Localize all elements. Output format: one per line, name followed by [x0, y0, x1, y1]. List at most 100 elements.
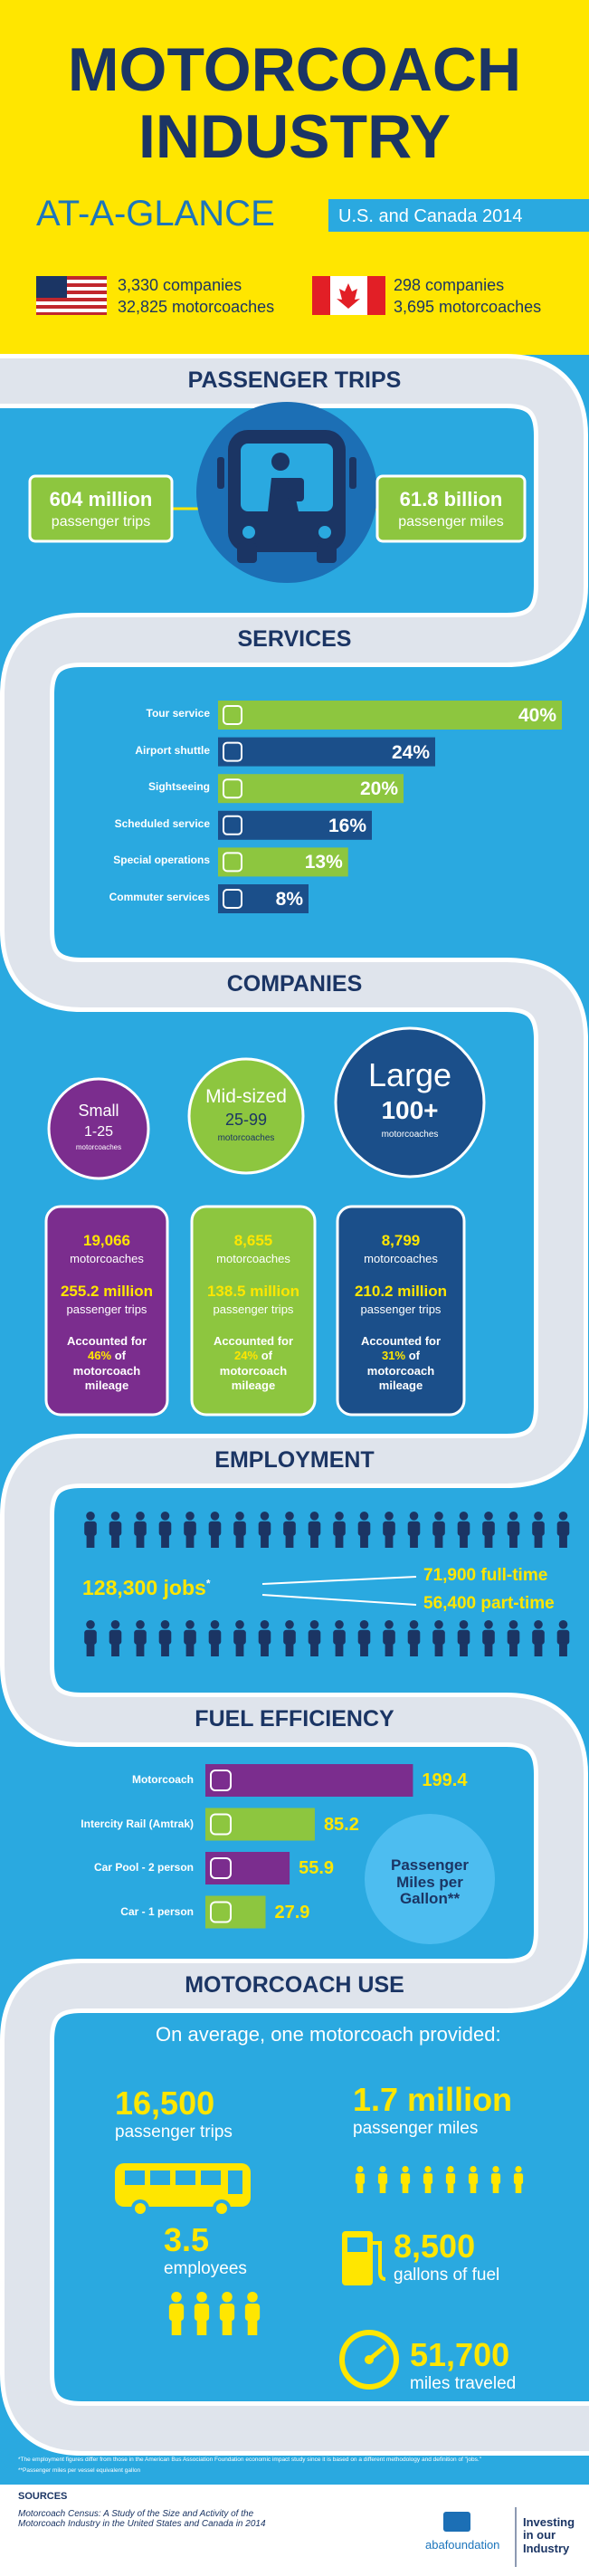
- value-label: 13%: [304, 852, 343, 873]
- bar-icon: [210, 1857, 232, 1879]
- section-heading: PASSENGER TRIPS: [187, 367, 402, 393]
- mileage-prefix: Accounted for: [360, 1334, 442, 1348]
- fuel-label: Motorcoach: [131, 1773, 194, 1786]
- person-body: [184, 1521, 196, 1536]
- person-head: [359, 1620, 369, 1629]
- footnote: *The employment figures differ from thos…: [18, 2457, 482, 2463]
- value-label: 20%: [359, 778, 398, 800]
- person-body: [134, 1521, 147, 1536]
- person-legs: [509, 1533, 518, 1548]
- person-body: [468, 2173, 479, 2185]
- jobs-total: 128,300 jobs*: [82, 1576, 210, 1599]
- person-legs: [509, 1642, 518, 1656]
- bar-icon: [210, 1901, 232, 1923]
- person-body: [283, 1629, 296, 1645]
- person-head: [385, 1512, 394, 1521]
- person-body: [357, 1521, 371, 1536]
- person-head: [409, 1620, 419, 1629]
- card-trips: 210.2 million: [354, 1283, 448, 1300]
- use-label: passenger miles: [353, 2119, 479, 2138]
- person-head: [379, 2166, 386, 2173]
- use-label: miles traveled: [410, 2374, 517, 2393]
- person-legs: [185, 1533, 195, 1548]
- person-legs: [559, 1533, 567, 1548]
- logo-mark: [443, 2512, 470, 2532]
- bar-icon: [223, 741, 242, 762]
- person-head: [285, 1620, 294, 1629]
- person-head: [558, 1512, 568, 1521]
- us-companies: 3,330 companies: [118, 276, 242, 294]
- card-mileage: Accounted for 31% of motorcoach mileage: [342, 1334, 460, 1393]
- bus-icon: [217, 430, 356, 563]
- person-body: [333, 1521, 346, 1536]
- person-legs: [379, 2182, 386, 2193]
- person-legs: [356, 2182, 364, 2193]
- person-head: [484, 1512, 493, 1521]
- person-legs: [235, 1642, 244, 1656]
- card-trips-label: passenger trips: [213, 1302, 294, 1316]
- person-head: [136, 1512, 145, 1521]
- use-value: 51,700: [410, 2336, 510, 2373]
- fuel-label: Car Pool - 2 person: [93, 1861, 194, 1874]
- person-legs: [434, 1642, 443, 1656]
- person-legs: [424, 2182, 432, 2193]
- person-body: [283, 1521, 296, 1536]
- person-body: [513, 2173, 524, 2185]
- person-head: [260, 1512, 270, 1521]
- person-legs: [534, 1642, 543, 1656]
- mid-circle: [187, 1057, 305, 1175]
- bar-icon: [223, 705, 242, 725]
- part-time: 56,400 part-time: [423, 1594, 555, 1613]
- person-legs: [310, 1642, 318, 1656]
- person-legs: [285, 1533, 294, 1548]
- person-head: [210, 1512, 220, 1521]
- bar-icon: [210, 1813, 232, 1836]
- person-head: [434, 1512, 443, 1521]
- us-flag: [36, 276, 107, 315]
- person-head: [492, 2166, 499, 2173]
- mileage-suffix: of motorcoach mileage: [219, 1349, 288, 1392]
- miles-box: [375, 474, 527, 543]
- speedometer-icon: [339, 2330, 399, 2390]
- person-head: [235, 1620, 244, 1629]
- road: [0, 358, 589, 2451]
- person-legs: [484, 1642, 493, 1656]
- use-value: 16,500: [115, 2085, 215, 2122]
- person-legs: [460, 1533, 468, 1548]
- size: Small: [78, 1102, 119, 1120]
- service-label: Sightseeing: [147, 780, 210, 794]
- person-legs: [222, 2318, 233, 2335]
- person-legs: [559, 1642, 567, 1656]
- section-heading: EMPLOYMENT: [214, 1447, 375, 1473]
- bar: [205, 1808, 315, 1841]
- value-label: 40%: [518, 705, 556, 726]
- person-head: [515, 2166, 522, 2173]
- person-legs: [402, 2182, 409, 2193]
- person-head: [260, 1620, 270, 1629]
- person-body: [482, 1629, 495, 1645]
- person-body: [194, 2303, 210, 2322]
- bar-icon: [223, 889, 242, 909]
- bar-icon: [210, 1770, 232, 1791]
- region-box: [328, 199, 589, 232]
- person-legs: [385, 1642, 394, 1656]
- legend-circle: [365, 1814, 495, 1944]
- bar: [218, 774, 404, 804]
- small-card: [44, 1205, 169, 1417]
- person-legs: [211, 1642, 219, 1656]
- person-body: [84, 1521, 97, 1536]
- arrow: [261, 1594, 417, 1606]
- footnote: **Passenger miles per vessel equivalent …: [18, 2467, 141, 2474]
- value-label: 8%: [275, 889, 303, 910]
- bar: [218, 737, 435, 767]
- section-heading: FUEL EFFICIENCY: [195, 1706, 394, 1732]
- person-body: [258, 1521, 271, 1536]
- person-legs: [136, 1533, 145, 1548]
- person-body: [333, 1629, 346, 1645]
- range: 25-99: [224, 1111, 268, 1129]
- person-head: [222, 2292, 233, 2303]
- service-label: Airport shuttle: [135, 743, 210, 757]
- mileage-prefix: Accounted for: [66, 1334, 147, 1348]
- person-body: [457, 1521, 470, 1536]
